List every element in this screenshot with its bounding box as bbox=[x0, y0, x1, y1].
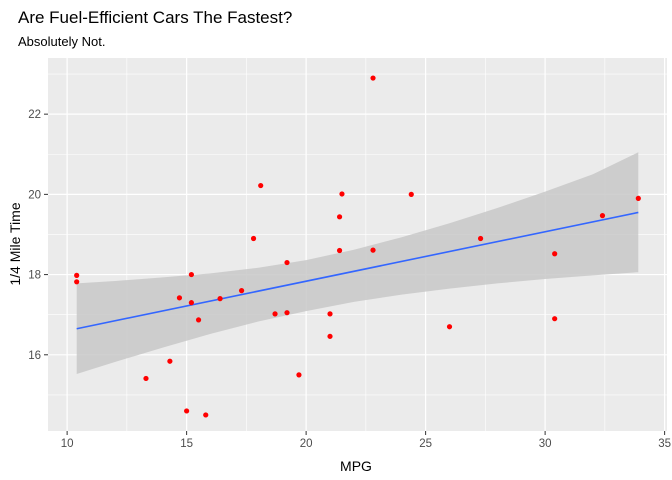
x-tick-label: 30 bbox=[539, 438, 552, 450]
x-axis-title: MPG bbox=[340, 458, 372, 474]
data-point bbox=[188, 271, 194, 278]
data-point bbox=[296, 372, 302, 378]
x-tick-label: 15 bbox=[180, 438, 193, 450]
data-point bbox=[284, 259, 290, 266]
data-point bbox=[143, 375, 149, 382]
data-point bbox=[195, 317, 202, 323]
data-point bbox=[284, 310, 290, 316]
data-point bbox=[258, 182, 264, 189]
y-axis: 16 18 20 22 bbox=[28, 109, 48, 362]
data-point bbox=[635, 195, 641, 201]
y-tick-label: 20 bbox=[28, 189, 41, 201]
data-point bbox=[336, 247, 343, 254]
y-tick-label: 22 bbox=[28, 109, 41, 121]
data-point bbox=[477, 235, 484, 242]
y-tick-label: 16 bbox=[28, 350, 41, 362]
data-point bbox=[184, 408, 190, 414]
data-point bbox=[370, 75, 376, 81]
data-point bbox=[203, 412, 209, 418]
x-tick-label: 35 bbox=[658, 438, 671, 450]
data-point bbox=[238, 288, 245, 294]
data-point bbox=[552, 251, 558, 257]
x-tick-label: 20 bbox=[300, 438, 313, 450]
data-point bbox=[167, 358, 173, 364]
data-point bbox=[599, 213, 606, 219]
x-tick-label: 10 bbox=[61, 438, 74, 450]
data-point bbox=[339, 191, 345, 197]
data-point bbox=[327, 311, 333, 317]
confidence-ribbon bbox=[76, 152, 639, 374]
data-point bbox=[336, 214, 343, 220]
data-point bbox=[74, 279, 80, 285]
data-point bbox=[176, 295, 183, 301]
x-axis: 10 15 20 25 30 35 bbox=[61, 431, 671, 450]
data-points bbox=[74, 75, 641, 418]
chart-subtitle: Absolutely Not. bbox=[18, 34, 105, 49]
y-tick-label: 18 bbox=[28, 270, 41, 282]
data-point bbox=[408, 191, 414, 197]
minor-gridlines bbox=[48, 58, 667, 431]
data-point bbox=[188, 300, 194, 306]
chart-title: Are Fuel-Efficient Cars The Fastest? bbox=[18, 8, 292, 27]
x-tick-label: 25 bbox=[419, 438, 432, 450]
data-point bbox=[327, 333, 333, 339]
data-point bbox=[552, 316, 558, 322]
data-point bbox=[74, 272, 80, 278]
data-point bbox=[370, 247, 376, 253]
data-point bbox=[446, 324, 453, 330]
data-point bbox=[272, 311, 278, 317]
regression-line bbox=[76, 211, 639, 330]
data-point bbox=[250, 235, 257, 242]
data-point bbox=[217, 296, 223, 302]
y-axis-title: 1/4 Mile Time bbox=[7, 202, 23, 285]
